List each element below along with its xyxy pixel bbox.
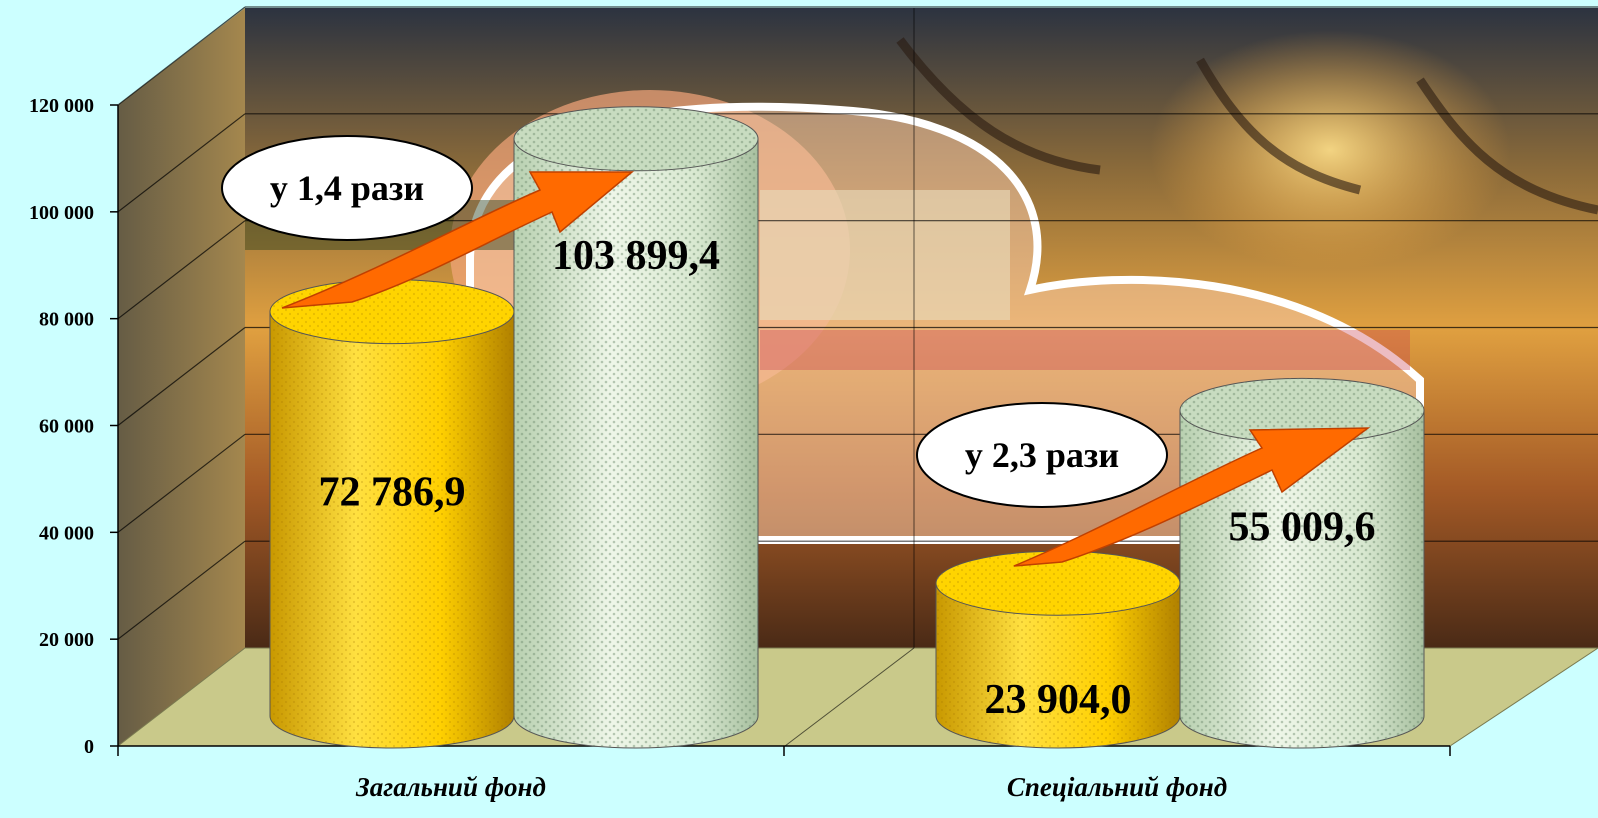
category-label: Загальний фонд — [355, 772, 546, 802]
ratio-callouts: у 1,4 рази у 2,3 рази — [221, 135, 1168, 508]
y-tick-label: 80 000 — [39, 309, 94, 331]
y-tick-label: 60 000 — [39, 416, 94, 438]
bar-2-series-2: 55 009,6 — [1179, 377, 1425, 749]
growth-arrow — [281, 171, 635, 309]
x-axis: Загальний фонд Спеціальний фонд — [117, 745, 1451, 802]
gridline-side — [117, 327, 246, 426]
bar-texture — [270, 311, 514, 748]
bar-texture — [1180, 410, 1424, 748]
y-axis: 0 20 000 40 000 60 000 80 000 100 000 120 000 — [29, 95, 119, 758]
ratio-bubble — [221, 135, 473, 241]
bar-top-texture — [1180, 378, 1424, 443]
y-tick-label: 40 000 — [39, 522, 94, 544]
gridline-side — [117, 433, 246, 533]
bar-1-series-1: 72 786,9 — [269, 279, 515, 749]
growth-arrow — [1013, 427, 1371, 567]
ratio-label: у 1,4 рази — [270, 168, 424, 208]
bar-1-series-2: 103 899,4 — [513, 106, 759, 749]
bar-value-label: 23 904,0 — [985, 677, 1132, 723]
bar-top-texture — [270, 279, 514, 344]
gridline-side — [117, 113, 246, 213]
y-tick-label: 0 — [84, 736, 94, 758]
bar-value-label: 55 009,6 — [1229, 504, 1376, 550]
bar-top-texture — [936, 551, 1180, 616]
gridline-side — [117, 6, 246, 106]
y-tick-label: 100 000 — [29, 202, 94, 224]
y-tick-label: 120 000 — [29, 95, 94, 117]
bar-value-label: 103 899,4 — [552, 233, 720, 279]
ratio-callout: у 2,3 рази — [916, 402, 1168, 508]
gridline-side — [117, 540, 246, 640]
bar-top-texture — [514, 106, 758, 171]
bar-2-series-1: 23 904,0 — [935, 550, 1181, 749]
growth-arrows — [281, 171, 1371, 567]
y-tick-label: 20 000 — [39, 629, 94, 651]
category-label: Спеціальний фонд — [1007, 772, 1227, 802]
ratio-callout: у 1,4 рази — [221, 135, 473, 241]
bar-value-label: 72 786,9 — [319, 470, 466, 516]
bars: 72 786,9 23 904,0 103 899,4 55 009,6 — [269, 106, 1425, 749]
bar-texture — [936, 583, 1180, 748]
ratio-bubble — [916, 402, 1168, 508]
bar-texture — [514, 138, 758, 748]
gridline-side — [117, 220, 246, 320]
floor-divider — [784, 647, 915, 747]
ratio-label: у 2,3 рази — [965, 435, 1119, 475]
